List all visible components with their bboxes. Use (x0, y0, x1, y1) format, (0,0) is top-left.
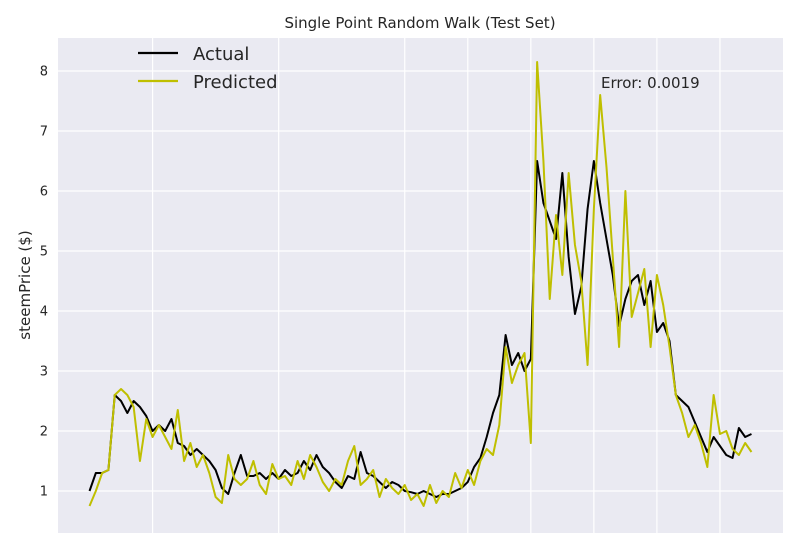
error-annotation: Error: 0.0019 (601, 74, 700, 92)
series-layer (88, 61, 753, 507)
series-line-actual (88, 160, 752, 498)
y-tick-label: 5 (40, 245, 48, 260)
y-tick-label: 7 (40, 125, 48, 140)
legend: Actual Predicted (138, 44, 278, 93)
legend-label-predicted: Predicted (193, 72, 278, 93)
series-line-predicted (88, 61, 753, 507)
y-tick-label: 4 (40, 305, 48, 320)
chart-title: Single Point Random Walk (Test Set) (284, 14, 555, 32)
y-gridlines (58, 70, 783, 492)
x-gridlines (151, 38, 721, 533)
y-axis-label: steemPrice ($) (16, 230, 34, 339)
y-tick-label: 1 (40, 485, 48, 500)
y-tick-label: 3 (40, 365, 48, 380)
legend-label-actual: Actual (193, 44, 249, 65)
y-tick-label: 6 (40, 185, 48, 200)
y-tick-label: 8 (40, 65, 48, 80)
plot-area (58, 38, 783, 533)
y-tick-label: 2 (40, 425, 48, 440)
y-tick-labels: 1 2 3 4 5 6 7 8 (40, 65, 48, 500)
